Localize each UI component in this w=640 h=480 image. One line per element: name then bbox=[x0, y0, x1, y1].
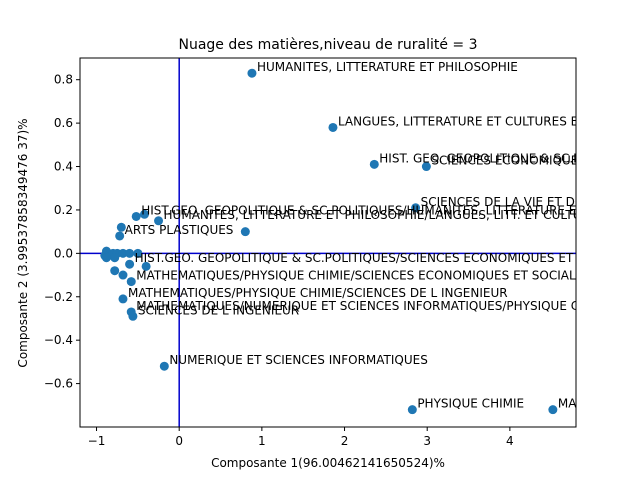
data-point bbox=[247, 68, 257, 78]
data-point bbox=[118, 248, 128, 258]
data-point bbox=[141, 261, 151, 271]
data-point bbox=[131, 211, 141, 221]
point-label: MATHEMATIQUES/NUMERIQUE ET SCIENCES INFO… bbox=[136, 299, 613, 313]
point-label: NUMERIQUE ET SCIENCES INFORMATIQUES bbox=[169, 353, 428, 367]
chart-marks: HUMANITES, LITTERATURE ET PHILOSOPHIE LAN… bbox=[80, 58, 640, 427]
y-tick-label: −0.6 bbox=[44, 377, 73, 391]
point-label: SCIENCES DE L INGENIEUR bbox=[138, 303, 299, 317]
data-point bbox=[411, 203, 421, 213]
data-point bbox=[139, 209, 149, 219]
data-point bbox=[116, 222, 126, 232]
y-tick-label: 0.6 bbox=[54, 116, 73, 130]
data-point bbox=[328, 122, 338, 132]
data-point bbox=[128, 311, 138, 321]
data-point bbox=[133, 248, 143, 258]
data-point bbox=[125, 248, 135, 258]
axis-ticks: −1 0 1 2 3 4 −0.6 −0.4 −0.2 0.0 0.2 0.4 0.6 0.8 bbox=[44, 73, 514, 448]
point-label: HIST.GEO. GEOPOLITIQUE & SC.POLITIQUES/S… bbox=[135, 251, 637, 265]
data-point bbox=[369, 159, 379, 169]
data-point bbox=[110, 266, 120, 276]
x-tick-label: 4 bbox=[506, 434, 514, 448]
data-point bbox=[548, 405, 558, 415]
point-label: MATHEMATIQUES/PHYSIQUE CHIMIE/SCIENCES E… bbox=[136, 269, 591, 283]
y-tick-label: 0.8 bbox=[54, 73, 73, 87]
x-tick-label: 2 bbox=[341, 434, 349, 448]
y-tick-label: 0.4 bbox=[54, 160, 73, 174]
data-point bbox=[115, 231, 125, 241]
data-point bbox=[159, 361, 169, 371]
data-point bbox=[101, 253, 111, 263]
data-point bbox=[240, 227, 250, 237]
data-point bbox=[407, 405, 417, 415]
plot-frame bbox=[79, 57, 577, 428]
data-point bbox=[421, 162, 431, 172]
point-label: MATHEMATIQUES/PHYSIQUE CHIMIE/SCIENCES D… bbox=[128, 286, 508, 300]
y-tick-label: 0.2 bbox=[54, 203, 73, 217]
point-label: SCIENCES DE LA VIE ET DE LA TERRE bbox=[421, 195, 640, 209]
data-point bbox=[118, 294, 128, 304]
point-label: HIST.GEO. GEOPOLITIQUE & SC.POLITIQUES/H… bbox=[141, 203, 640, 217]
y-axis-label: Composante 2 (3.99537858349476 37)% bbox=[16, 118, 30, 367]
point-label: HUMANITES, LITTERATURE ET PHILOSOPHIE/LA… bbox=[164, 208, 640, 222]
point-label: LANGUES, LITTERATURE ET CULTURES ETRANGE… bbox=[338, 114, 640, 128]
data-point bbox=[125, 259, 135, 269]
x-tick-label: 3 bbox=[423, 434, 431, 448]
data-point bbox=[118, 270, 128, 280]
x-tick-label: 0 bbox=[175, 434, 183, 448]
point-label: PHYSIQUE CHIMIE bbox=[417, 397, 524, 411]
y-tick-label: −0.4 bbox=[44, 333, 73, 347]
x-tick-label: −1 bbox=[88, 434, 106, 448]
y-tick-label: −0.2 bbox=[44, 290, 73, 304]
data-point bbox=[126, 277, 136, 287]
x-axis-label: Composante 1(96.00462141650524)% bbox=[211, 456, 445, 470]
point-label: SCIENCES ECONOMIQUES ET SOCIALES bbox=[431, 154, 640, 168]
point-label: MATHEMATIQUES bbox=[558, 397, 640, 411]
data-point bbox=[110, 253, 120, 263]
y-tick-label: 0.0 bbox=[54, 246, 73, 260]
point-label: HIST. GEO. GEOPOLITIQUE & SC.POLITIQUES bbox=[379, 151, 640, 165]
chart-title: Nuage des matières,niveau de ruralité = … bbox=[178, 37, 477, 53]
point-label: ARTS PLASTIQUES bbox=[125, 223, 234, 237]
data-point bbox=[154, 216, 164, 226]
x-tick-label: 1 bbox=[258, 434, 266, 448]
point-label: HUMANITES, LITTERATURE ET PHILOSOPHIE bbox=[257, 60, 518, 74]
